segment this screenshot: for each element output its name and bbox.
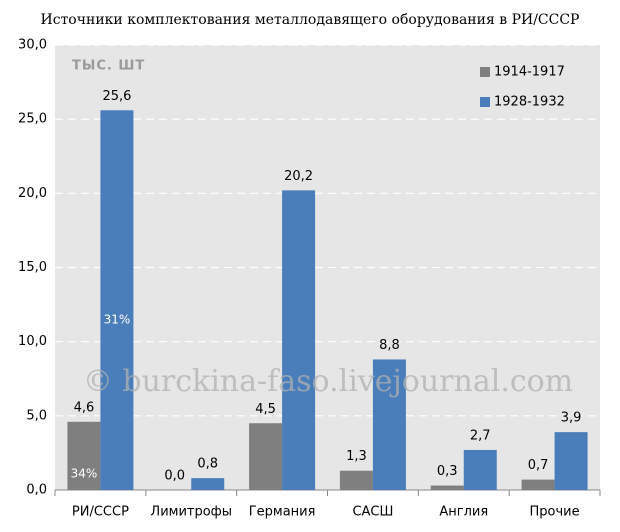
- value-label: 1,3: [346, 449, 367, 464]
- chart-title: Источники комплектования металлодавящего…: [41, 12, 580, 28]
- bar-annotation: 34%: [71, 466, 98, 480]
- y-tick-label: 30,0: [18, 38, 47, 53]
- value-label: 8,8: [379, 338, 400, 353]
- bar: [430, 485, 464, 490]
- value-label: 0,0: [164, 469, 185, 484]
- y-tick-label: 0,0: [26, 483, 47, 498]
- value-label: 3,9: [561, 411, 582, 426]
- x-tick-label: Прочие: [530, 505, 580, 520]
- y-tick-label: 15,0: [18, 260, 47, 275]
- value-label: 0,8: [197, 457, 218, 472]
- bar: [191, 478, 225, 490]
- value-label: 2,7: [470, 428, 491, 443]
- x-tick-label: САСШ: [352, 505, 393, 520]
- x-tick-label: Англия: [439, 505, 488, 520]
- y-tick-label: 20,0: [18, 186, 47, 201]
- value-label: 25,6: [102, 89, 131, 104]
- legend-label: 1914-1917: [494, 65, 565, 80]
- bar: [100, 110, 134, 491]
- bar: [372, 359, 406, 490]
- bar: [67, 421, 101, 490]
- plot-area: [55, 45, 600, 490]
- bar-annotation: 31%: [104, 313, 131, 327]
- x-tick-label: Германия: [249, 505, 316, 520]
- bar: [249, 423, 283, 490]
- value-label: 4,5: [255, 402, 276, 417]
- value-label: 20,2: [284, 169, 313, 184]
- bar: [463, 449, 497, 490]
- x-tick-label: РИ/СССР: [72, 505, 129, 520]
- bar: [521, 479, 555, 490]
- bar: [339, 470, 373, 490]
- legend-swatch: [480, 97, 490, 107]
- legend-label: 1928-1932: [494, 95, 565, 110]
- watermark: © burckina-faso.livejournal.com: [83, 364, 573, 399]
- value-label: 0,7: [528, 458, 549, 473]
- bar: [554, 432, 588, 490]
- x-tick-label: Лимитрофы: [150, 505, 232, 520]
- value-label: 4,6: [74, 400, 95, 415]
- value-label: 0,3: [437, 464, 458, 479]
- y-tick-label: 5,0: [26, 408, 47, 423]
- unit-label: ТЫС. ШТ: [72, 59, 145, 74]
- y-tick-label: 10,0: [18, 334, 47, 349]
- bar: [282, 190, 316, 490]
- y-tick-label: 25,0: [18, 112, 47, 127]
- legend-swatch: [480, 67, 490, 77]
